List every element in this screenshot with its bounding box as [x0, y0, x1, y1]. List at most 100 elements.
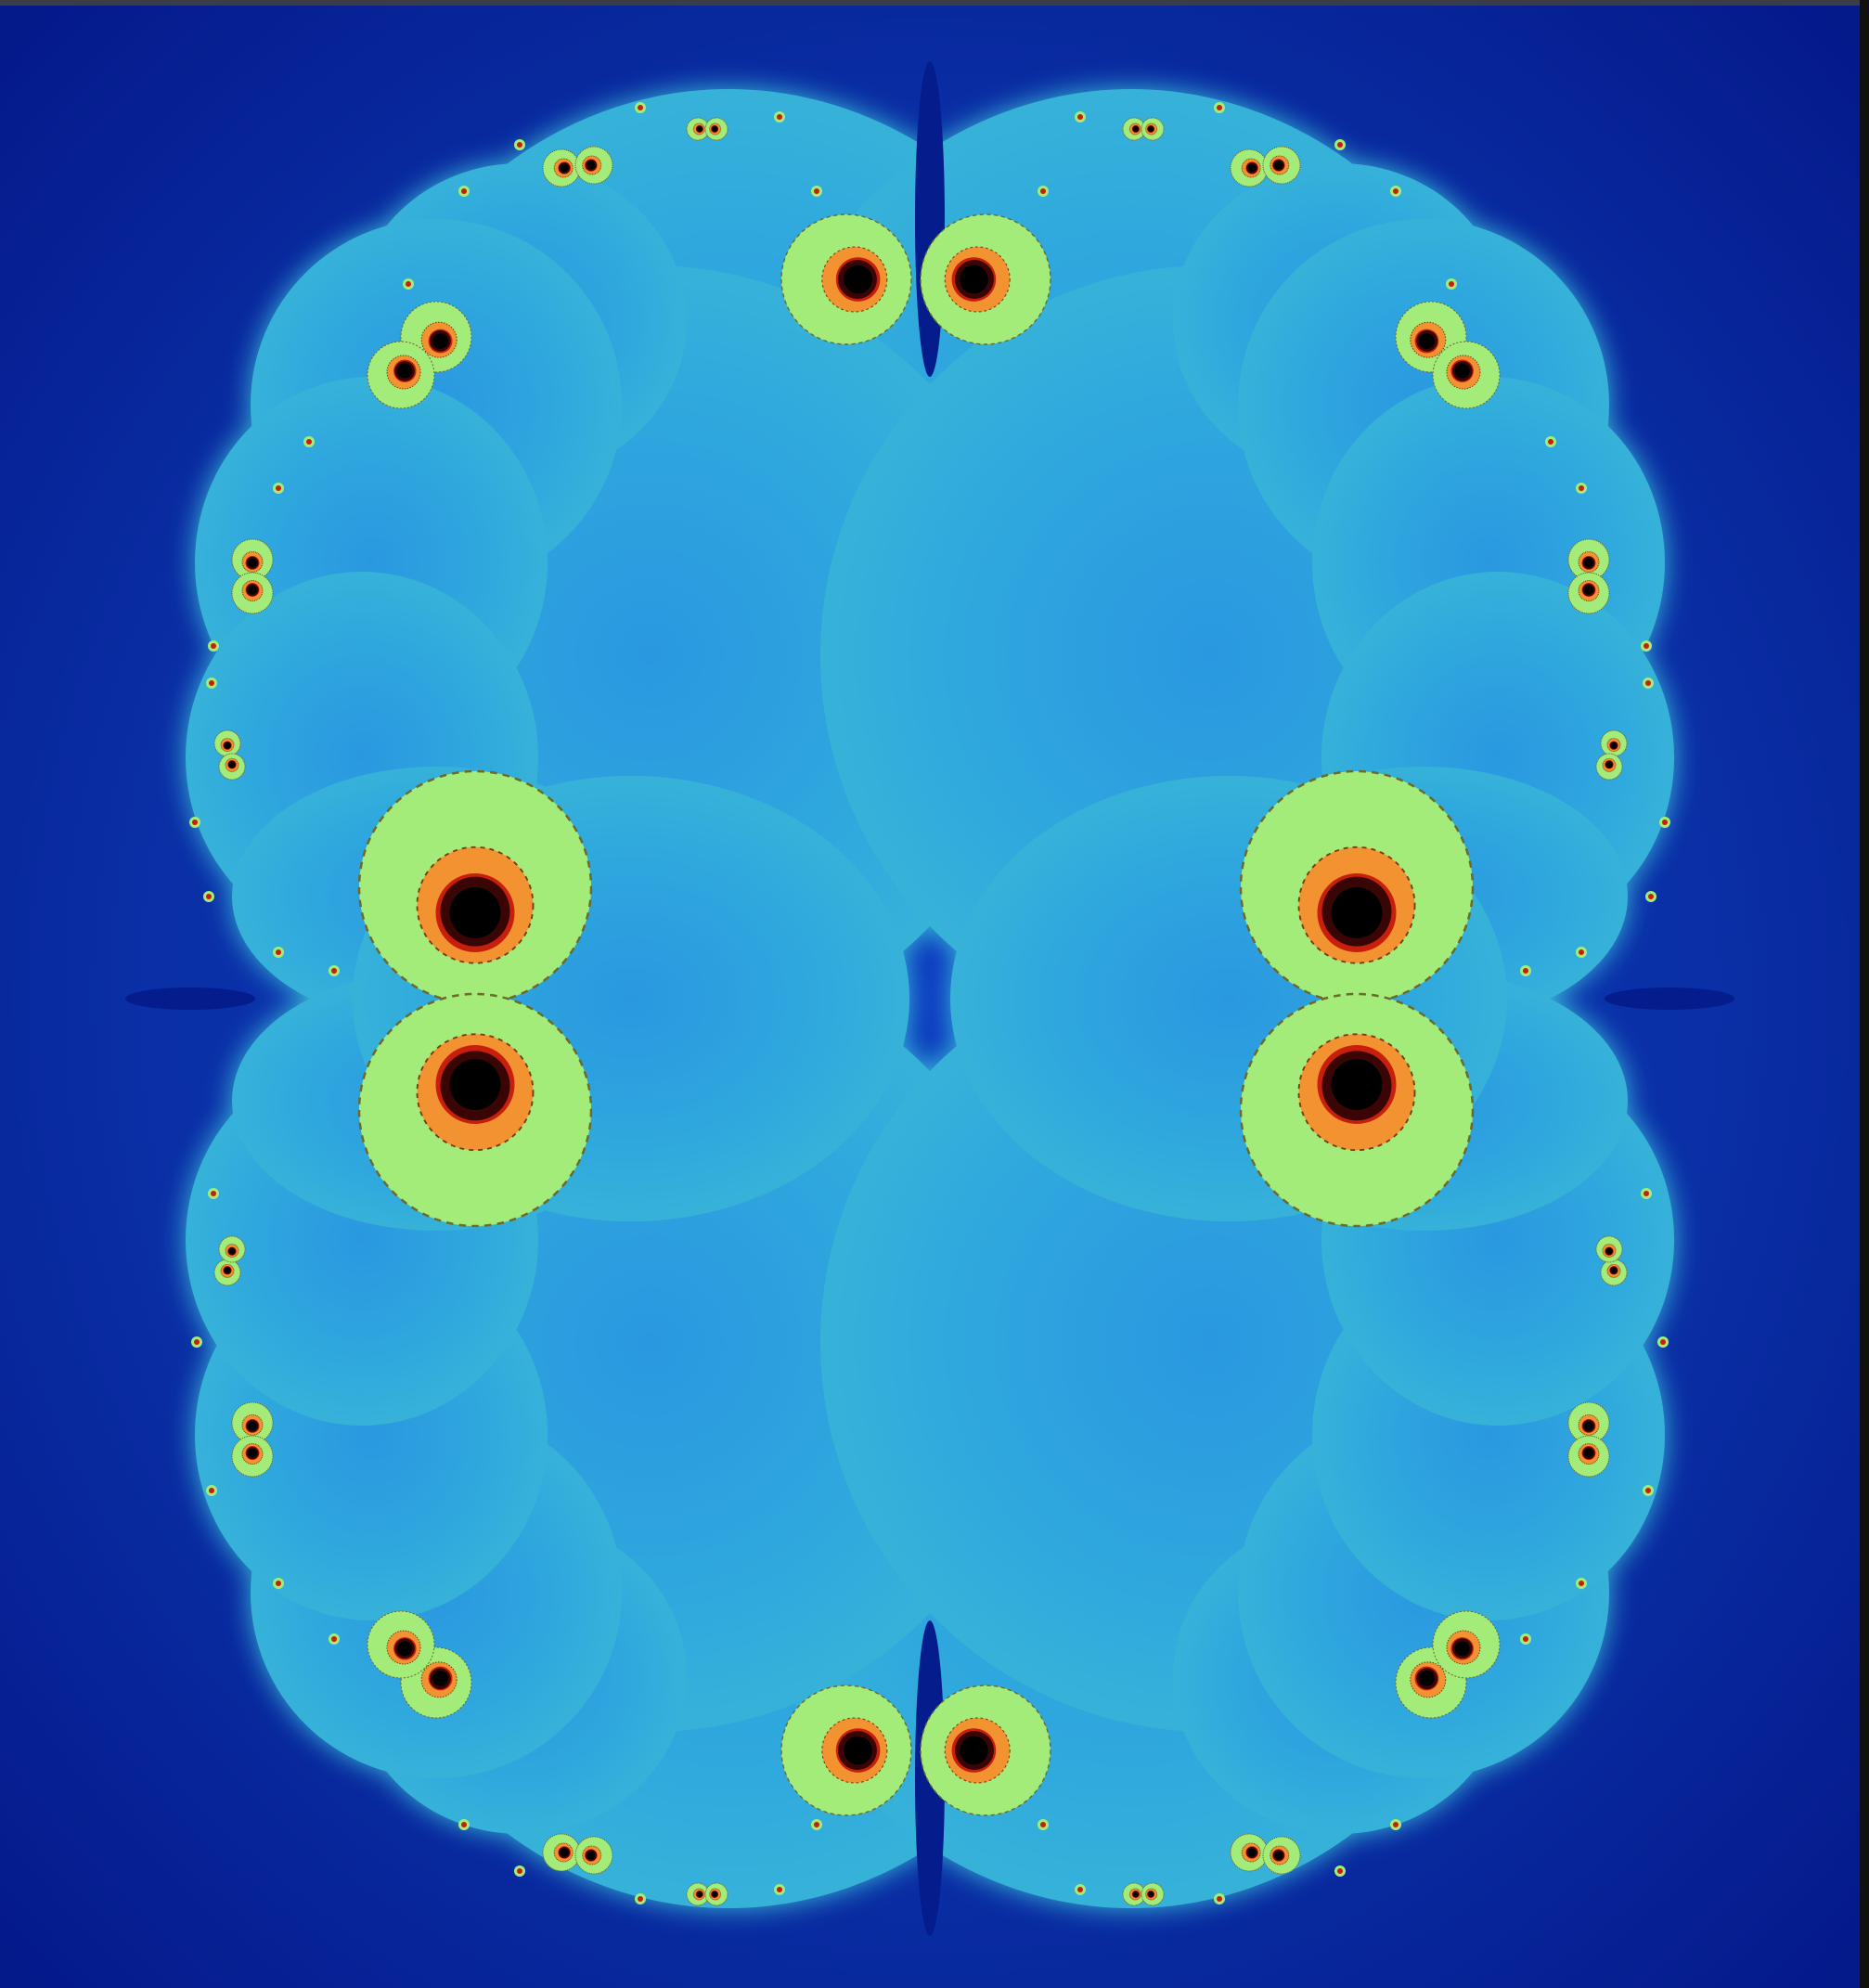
fractal-bulb: [686, 1882, 710, 1906]
rim-speck-core: [638, 1896, 643, 1902]
fractal-bulb: [231, 538, 274, 581]
fractal-bulb: [213, 1259, 241, 1286]
bulb-core: [1331, 1059, 1383, 1110]
bulb-core: [1419, 1671, 1435, 1686]
fractal-bulb: [231, 1401, 274, 1444]
bulb-core: [397, 363, 413, 379]
bulb-core: [1605, 1248, 1613, 1255]
rim-speck-core: [1449, 281, 1454, 287]
rim-speck-core: [777, 114, 782, 120]
fractal-bulb: [920, 213, 1051, 345]
fractal-bulb: [1141, 117, 1165, 141]
fractal-bulb: [1239, 992, 1475, 1228]
fractal-bulb: [780, 213, 912, 345]
fractal-bulb: [704, 1882, 728, 1906]
rim-speck-core: [1040, 188, 1046, 194]
rim-speck-core: [814, 1822, 819, 1827]
bulb-core: [248, 585, 257, 595]
bulb-core: [248, 1421, 257, 1431]
rim-speck-core: [1393, 188, 1399, 194]
rim-speck-core: [1643, 643, 1649, 649]
rim-speck-core: [192, 820, 198, 825]
rim-speck-core: [1579, 485, 1584, 491]
fractal-bulb: [920, 1685, 1051, 1816]
rim-speck-core: [1662, 820, 1668, 825]
bulb-core: [1610, 742, 1618, 749]
rim-speck-core: [638, 105, 643, 110]
fractal-bulb: [574, 1836, 613, 1875]
bulb-core: [1148, 1891, 1154, 1897]
fractal-bulb: [1595, 1235, 1623, 1263]
rim-speck-core: [1077, 1887, 1083, 1892]
bulb-core: [960, 1736, 988, 1765]
rim-speck-core: [209, 680, 214, 686]
rim-speck-core: [1548, 439, 1553, 445]
fractal-bulb: [1230, 1833, 1269, 1872]
rim-speck-core: [1337, 1868, 1343, 1874]
bulb-core: [1605, 761, 1613, 768]
bulb-core: [449, 1059, 501, 1110]
fractal-bulb: [1432, 341, 1501, 409]
bulb-core: [449, 887, 501, 938]
bulb-core: [960, 265, 988, 294]
rim-speck-core: [814, 188, 819, 194]
fractal-bulb: [574, 146, 613, 185]
fractal-bulb: [780, 1685, 912, 1816]
fractal-bulb: [1567, 572, 1610, 614]
rim-speck-core: [1643, 1191, 1649, 1196]
body-notch: [1605, 988, 1734, 1010]
rim-speck-core: [1337, 142, 1343, 148]
fractal-bulb: [704, 117, 728, 141]
fractal-bulb: [1567, 1401, 1610, 1444]
bulb-core: [1274, 1851, 1283, 1860]
fractal-bulb: [1141, 1882, 1165, 1906]
rim-speck-core: [461, 188, 467, 194]
fractal-bulb: [1122, 1882, 1146, 1906]
rim-speck-core: [276, 1581, 281, 1586]
rim-speck-core: [1648, 894, 1654, 899]
rim-speck-core: [211, 1191, 216, 1196]
bulb-core: [712, 126, 717, 132]
bulb-core: [224, 1267, 231, 1273]
bulb-core: [1584, 1421, 1593, 1431]
fractal-bulb: [1567, 538, 1610, 581]
fractal-image: [0, 6, 1860, 1988]
bulb-core: [228, 761, 236, 768]
rim-speck-core: [777, 1887, 782, 1892]
fractal-bulb: [1432, 1610, 1501, 1679]
rim-speck-core: [1660, 1339, 1666, 1345]
rim-speck-core: [1217, 1896, 1222, 1902]
rim-speck-core: [276, 949, 281, 955]
rim-speck-core: [1217, 105, 1222, 110]
bulb-core: [1584, 585, 1593, 595]
rim-speck-core: [306, 439, 312, 445]
rim-speck-core: [331, 1636, 337, 1642]
bulb-core: [248, 558, 257, 568]
rim-speck-core: [1393, 1822, 1399, 1827]
bulb-core: [1274, 161, 1283, 170]
fractal-bulb: [1395, 1646, 1467, 1719]
fractal-bulb: [213, 729, 241, 757]
rim-speck-core: [517, 1868, 522, 1874]
bulb-core: [697, 1891, 702, 1897]
bulb-core: [697, 126, 702, 132]
fractal-bulb: [1262, 1836, 1301, 1875]
bulb-core: [1454, 1641, 1470, 1657]
bulb-core: [1584, 558, 1593, 568]
bulb-core: [248, 1448, 257, 1458]
fractal-bulb: [1262, 146, 1301, 185]
body-notch: [125, 988, 255, 1010]
fractal-bulb: [1600, 729, 1628, 757]
fractal-bulb: [1567, 1435, 1610, 1478]
fractal-bulb: [1595, 753, 1623, 781]
fractal-bulb: [367, 1610, 435, 1679]
bulb-core: [1133, 126, 1139, 132]
fractal-bulb: [1600, 1259, 1628, 1286]
bulb-core: [1584, 1448, 1593, 1458]
bulb-core: [1247, 1848, 1257, 1857]
bulb-core: [586, 161, 596, 170]
body-notch: [915, 61, 945, 377]
rim-speck-core: [209, 1488, 214, 1493]
fractal-bulb: [218, 753, 246, 781]
bulb-core: [224, 742, 231, 749]
